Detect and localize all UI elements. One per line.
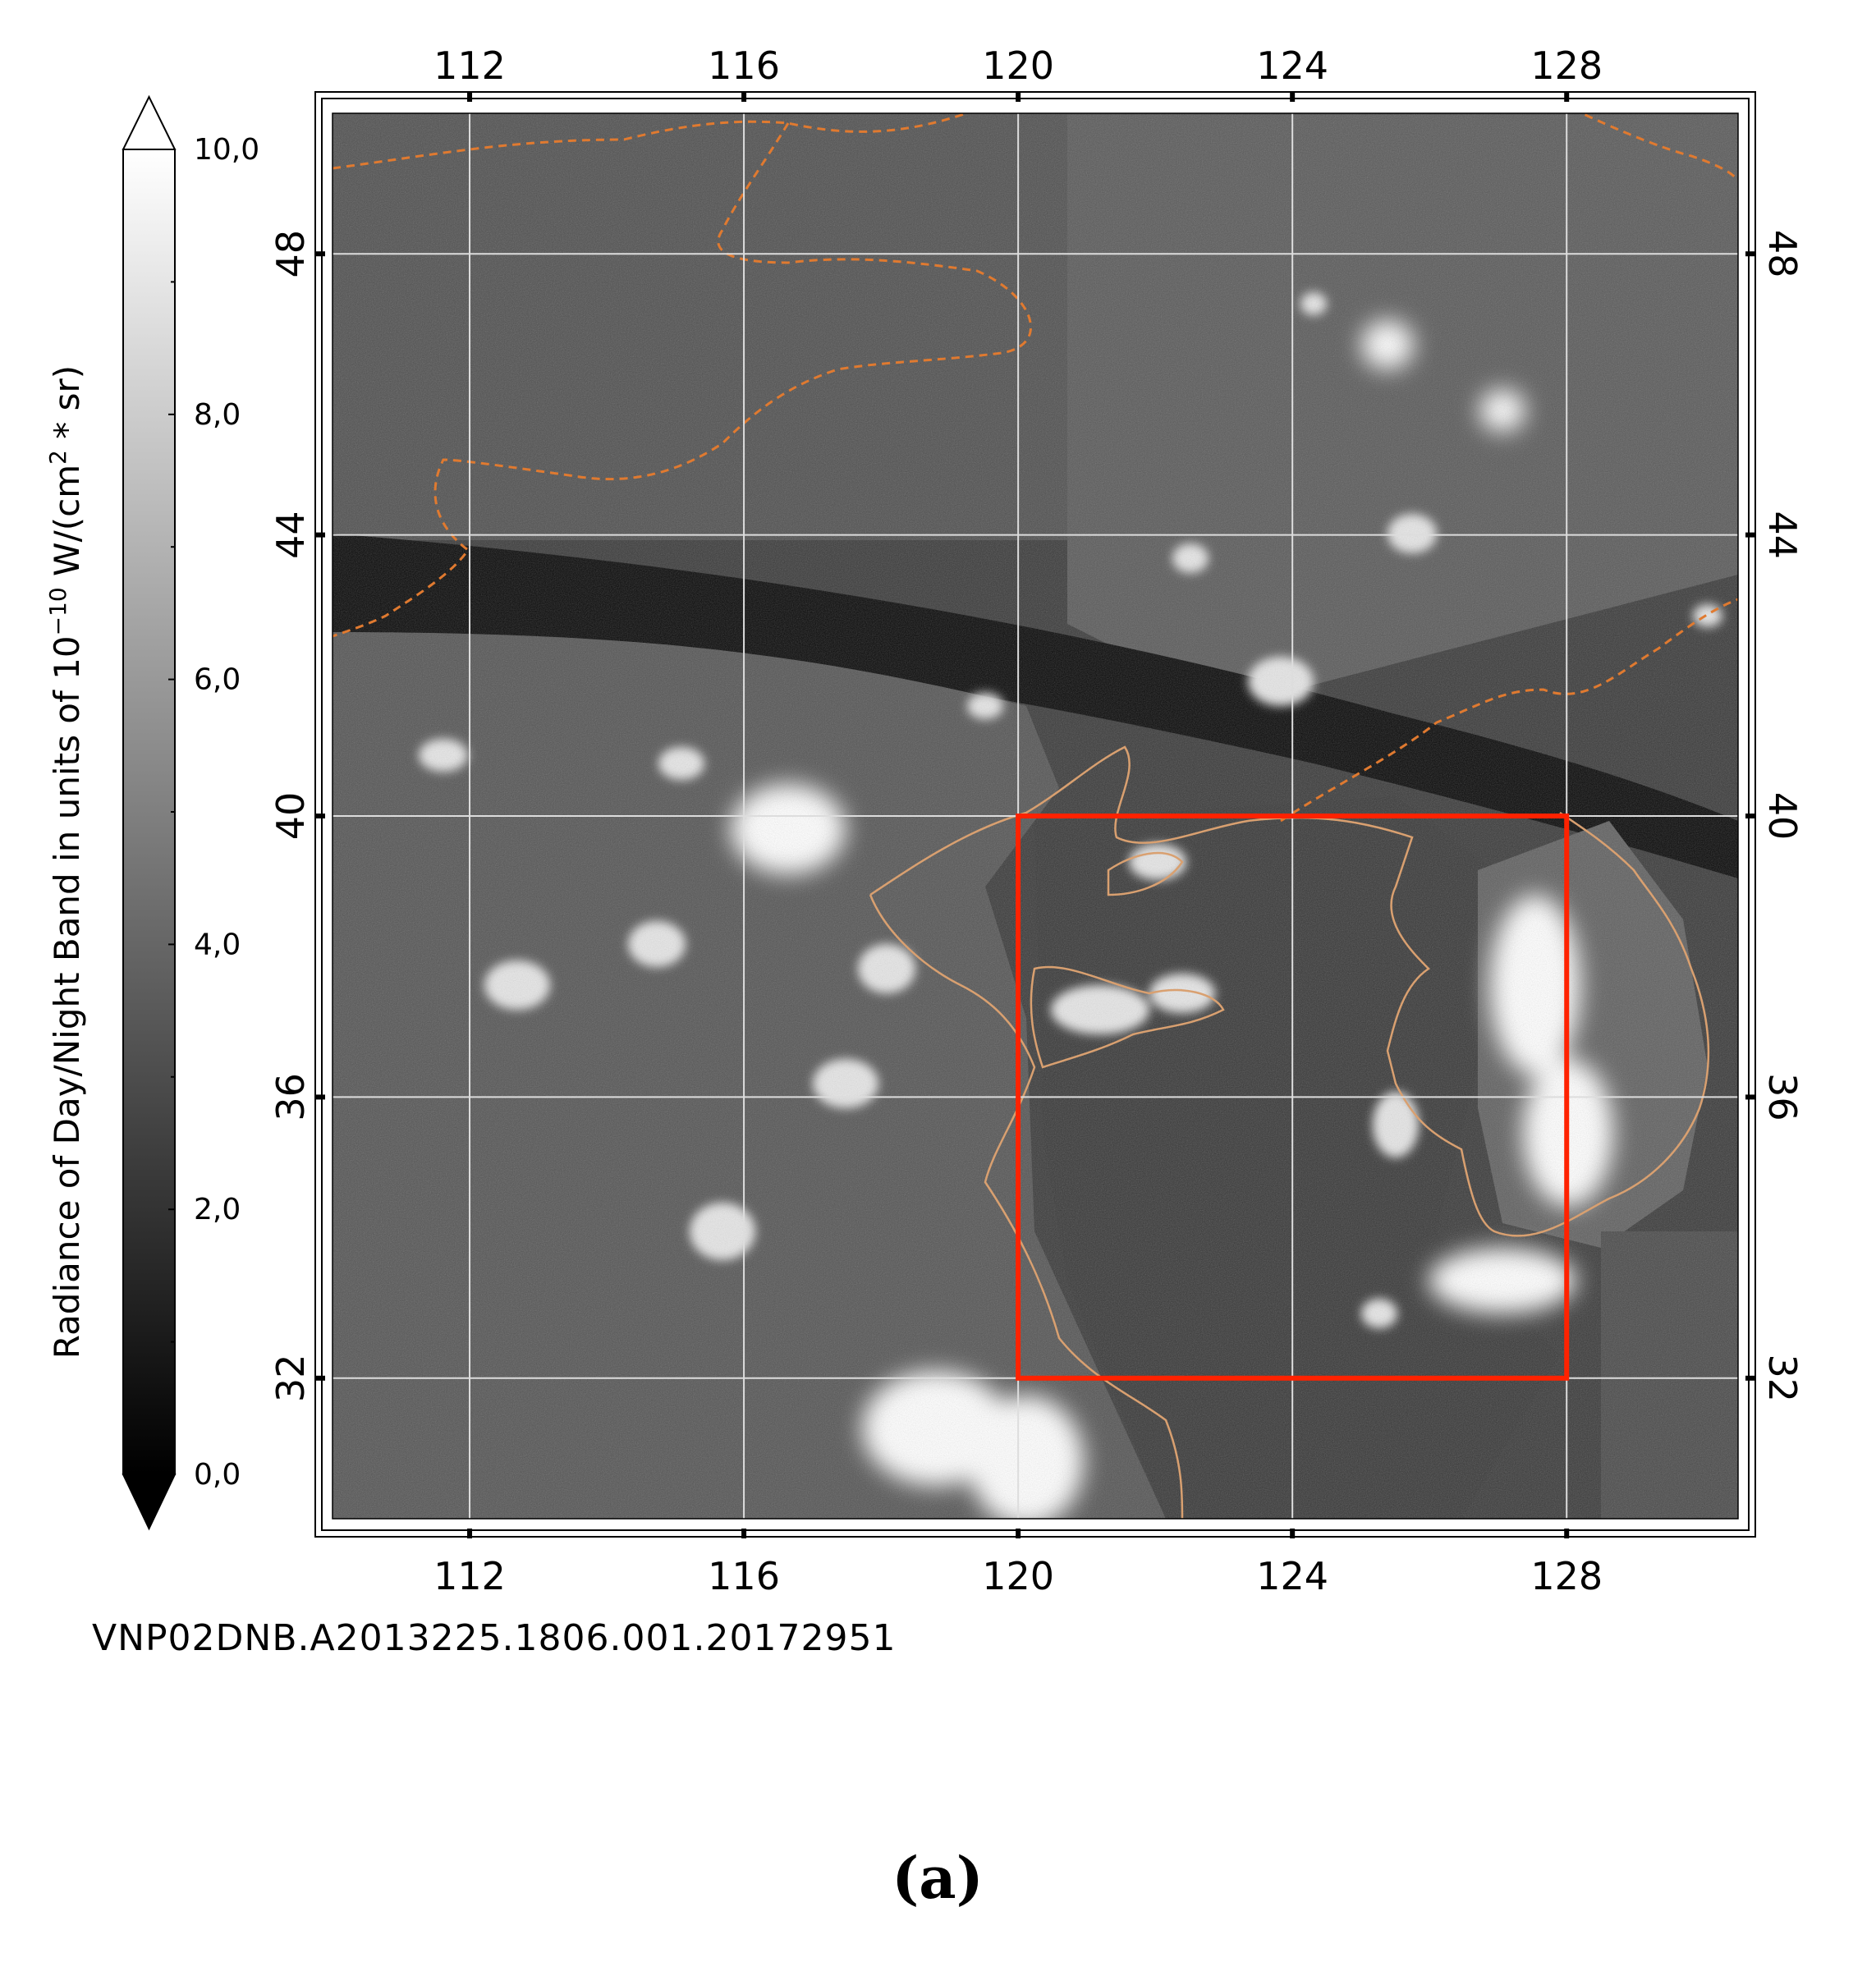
colorbar-gradient	[122, 149, 176, 1475]
lon-label-top: 112	[433, 44, 506, 88]
colorbar-tick-label: 8,0	[194, 398, 241, 432]
lon-label-bottom: 124	[1256, 1554, 1328, 1598]
colorbar-under-triangle	[122, 1474, 177, 1531]
lat-label-right: 48	[1760, 230, 1805, 278]
lon-label-bottom: 112	[433, 1554, 506, 1598]
colorbar-tick-label: 10,0	[194, 133, 259, 167]
lat-label-right: 40	[1760, 792, 1805, 841]
lon-label-top: 116	[708, 44, 780, 88]
lon-label-bottom: 116	[708, 1554, 780, 1598]
colorbar-tick-label: 2,0	[194, 1193, 241, 1226]
region-of-interest-box	[1016, 814, 1570, 1381]
colorbar-tick-label: 4,0	[194, 928, 241, 961]
lon-label-bottom: 120	[982, 1554, 1054, 1598]
lat-label-right: 44	[1760, 511, 1805, 559]
lat-label-right: 32	[1760, 1355, 1805, 1403]
panel-label: (a)	[892, 1844, 984, 1912]
lat-label-left: 48	[268, 230, 313, 278]
lat-label-left: 44	[268, 511, 313, 559]
lon-label-top: 120	[982, 44, 1054, 88]
lon-label-top: 128	[1530, 44, 1603, 88]
colorbar-over-triangle	[122, 94, 177, 150]
lat-label-left: 32	[268, 1355, 313, 1403]
axis-tick-labels: 112 112 116 116 120 120 124 124 128 128 48 48 44 44 40…	[268, 44, 1805, 1598]
granule-id: VNP02DNB.A2013225.1806.001.20172951	[92, 1617, 896, 1659]
lon-label-bottom: 128	[1530, 1554, 1603, 1598]
colorbar-tick-label: 6,0	[194, 663, 241, 697]
lat-label-left: 40	[268, 792, 313, 841]
lat-label-right: 36	[1760, 1073, 1805, 1121]
coastlines	[869, 745, 1710, 1519]
lat-label-left: 36	[268, 1073, 313, 1121]
colorbar-title: Radiance of Day/Night Band in units of 1…	[44, 365, 87, 1359]
colorbar: 0,0 2,0 4,0 6,0 8,0 10,0 Radiance of Day/Nigh…	[44, 94, 259, 1531]
colorbar-tick-label: 0,0	[194, 1458, 241, 1492]
lon-label-top: 124	[1256, 44, 1328, 88]
national-borders	[333, 113, 1738, 823]
